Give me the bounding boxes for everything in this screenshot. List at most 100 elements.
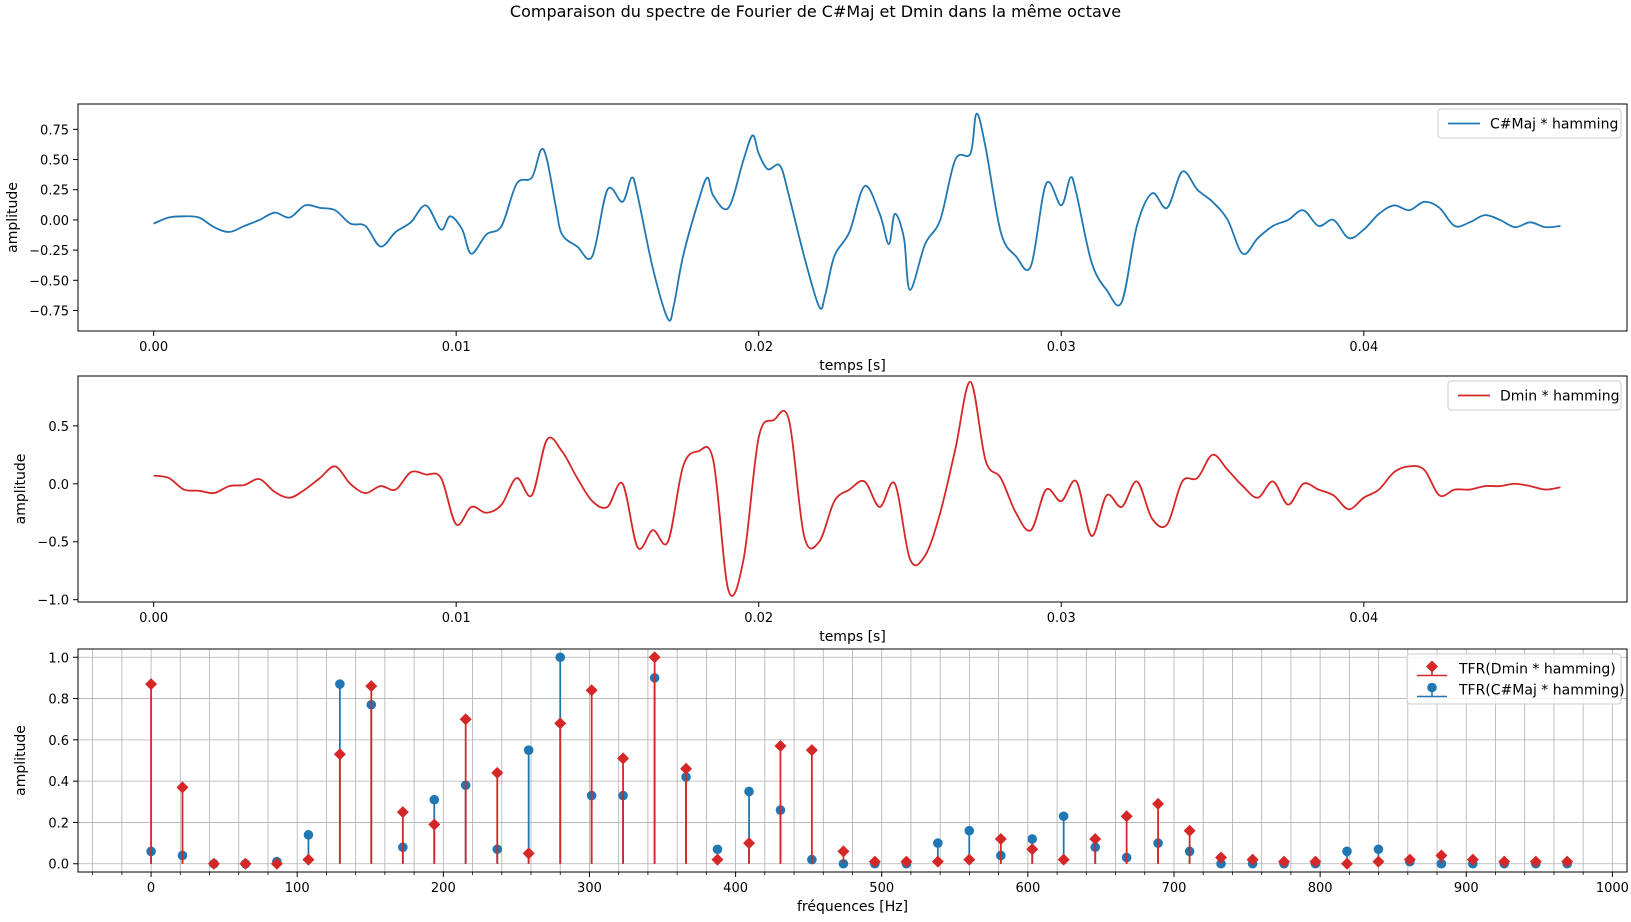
stem-marker-diamond [1529,855,1542,868]
stem-marker-diamond [1561,855,1574,868]
plot3-legend-box [1406,653,1622,705]
stem-marker-diamond [994,832,1007,845]
plot2-xtick-label: 0.00 [139,611,168,626]
stem-marker-diamond [239,857,252,870]
stem-marker-diamond [365,680,378,693]
plot2-xtick-label: 0.02 [744,611,773,626]
plot3-ytick-label: 0.6 [48,734,69,749]
plot2-ytick-label: −1.0 [37,594,69,609]
plot2-frame [77,375,1628,603]
stem-marker-diamond [1498,855,1511,868]
stem-series-dmin [145,651,1574,870]
plot1-legend: C#Maj * hamming [1437,108,1622,139]
stem-marker-circle [712,844,723,855]
plot1-ytick-label: 0.25 [40,184,69,199]
plot2-ylabel: amplitude [13,454,29,525]
plot1-xtick-label: 0.00 [139,340,168,355]
stem-marker-circle [555,652,566,663]
plot3-ytick-label: 0.4 [48,775,69,790]
stem-marker-diamond [270,857,283,870]
plot3-ytick-label: 0.2 [48,816,69,831]
stem-marker-diamond [522,847,535,860]
plot2-ytick-label: 0.0 [48,478,69,493]
plot3-xtick-label: 700 [1162,881,1187,896]
stem-marker-diamond [459,713,472,726]
plot3-legend-marker-circle [1427,682,1437,693]
plot3-xtick-label: 300 [577,881,602,896]
plot1-ytick-label: 0.75 [40,123,69,138]
plot3-ytick-label: 0.8 [48,693,69,708]
stem-marker-diamond [1372,855,1385,868]
plot3-xtick-label: 1000 [1596,881,1629,896]
plot3-legend-label-cmaj: TFR(C#Maj * hamming) [1458,683,1625,699]
stem-marker-diamond [428,818,441,831]
stem-marker-circle [744,786,754,797]
waveform-cmaj-plot: amplitude temps [s] C#Maj * hamming 0.00… [5,103,1628,374]
stem-marker-diamond [1026,843,1039,856]
stem-marker-circle [1342,846,1352,857]
figure-title: Comparaison du spectre de Fourier de C#M… [510,2,1121,21]
plot1-ytick-label: −0.25 [29,244,69,259]
plot3-ylabel: amplitude [13,725,29,796]
plot3-legend-label-dmin: TFR(Dmin * hamming) [1458,662,1616,678]
plot2-legend-label: Dmin * hamming [1500,389,1619,405]
plot1-ylabel: amplitude [5,182,21,253]
plot3-ytick-label: 0.0 [48,858,69,873]
plot3-ytick-label: 1.0 [48,651,69,666]
stem-marker-diamond [617,752,630,765]
plot2-legend: Dmin * hamming [1447,380,1622,411]
plot2-ytick-label: 0.5 [48,420,69,435]
stem-marker-diamond [868,855,881,868]
stem-marker-diamond [1183,824,1196,837]
stem-marker-diamond [774,740,787,753]
stem-marker-diamond [1215,851,1228,864]
plot1-xtick-label: 0.02 [744,340,773,355]
plot3-xtick-label: 0 [147,881,155,896]
stem-marker-circle [303,830,314,840]
plot2-legend-box [1447,380,1622,411]
plot3-xtick-label: 800 [1308,881,1333,896]
stem-marker-diamond [680,762,693,775]
waveform-dmin-plot: amplitude temps [s] Dmin * hamming 0.00 0… [13,375,1628,645]
stem-marker-diamond [491,766,504,779]
stem-marker-diamond [1089,832,1102,845]
plot2-xtick-label: 0.04 [1349,611,1378,626]
plot2-series-line [153,380,1561,597]
stem-marker-circle [523,745,534,755]
stem-marker-diamond [554,717,567,730]
stem-marker-diamond [900,855,913,868]
stem-marker-circle [429,794,440,805]
stem-marker-diamond [1278,855,1291,868]
plot1-ytick-label: −0.75 [29,304,69,319]
stem-marker-diamond [1152,797,1165,810]
plot3-legend: TFR(Dmin * hamming) TFR(C#Maj * hamming) [1406,653,1625,705]
stem-marker-diamond [931,855,944,868]
stem-marker-diamond [333,748,346,761]
stem-marker-diamond [1120,810,1133,823]
stem-marker-diamond [1403,853,1416,866]
stem-marker-diamond [711,853,724,866]
plot1-legend-box [1437,108,1622,139]
stem-marker-diamond [1057,853,1070,866]
plot2-xtick-label: 0.03 [1047,611,1076,626]
stem-marker-diamond [648,651,661,664]
stem-marker-circle [1373,844,1384,855]
stem-marker-diamond [805,744,818,757]
stem-marker-diamond [585,684,598,697]
plot3-xtick-label: 400 [723,881,748,896]
stem-marker-diamond [176,781,189,794]
plot1-xlabel: temps [s] [819,358,886,374]
plot3-xtick-label: 500 [869,881,894,896]
stem-marker-diamond [1246,853,1259,866]
plot1-xtick-label: 0.01 [442,340,471,355]
plot1-ytick-label: 0.00 [40,214,69,229]
stem-marker-diamond [396,806,409,819]
stem-marker-circle [335,679,345,689]
plot3-xlabel: fréquences [Hz] [797,899,908,915]
plot3-xtick-label: 100 [285,881,310,896]
plot1-series-line [153,112,1561,322]
spectrum-stem-plot: amplitude fréquences [Hz] TFR(Dmin * ham… [13,648,1629,915]
stem-marker-diamond [302,853,315,866]
